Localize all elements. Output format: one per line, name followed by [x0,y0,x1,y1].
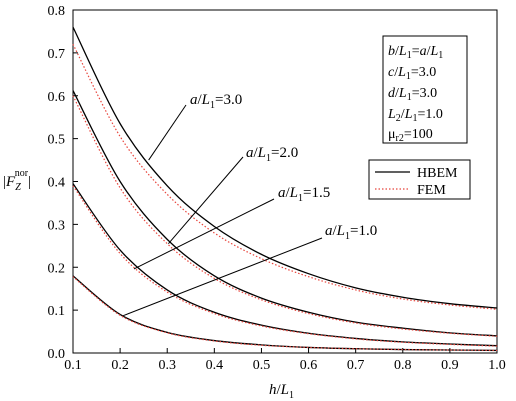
x-tick-label: 1.0 [488,358,506,373]
y-tick-label: 0.1 [48,304,66,319]
y-tick-label: 0.7 [48,47,66,62]
x-tick-label: 0.4 [206,358,224,373]
x-tick-label: 0.3 [158,358,176,373]
annotation-leader-2 [133,198,275,270]
axis-ticks: 0.1 0.2 0.3 0.4 0.5 0.6 0.7 0.8 0.9 1.00.00.10.20… [48,4,506,373]
legend-label-fem: FEM [417,183,446,198]
y-tick-label: 0.8 [48,4,66,19]
series-line-fem-5 [72,185,498,347]
legend-label-hbem: HBEM [417,166,458,181]
series-line-hbem-4 [72,183,498,347]
x-tick-label: 0.8 [394,358,412,373]
parameter-box-frame [382,35,468,144]
param-l2: L2/L1=1.0 [387,107,443,124]
annotation-leaders [122,104,323,317]
x-tick-label: 0.6 [300,358,318,373]
param-c: c/L1=3.0 [388,65,436,82]
series-layer [72,26,498,352]
x-tick-label: 0.1 [64,358,82,373]
series-line-hbem-6 [72,275,498,352]
parameter-box: b/L1=a/L1 c/L1=3.0 d/L1=3.0 L2/L1=1.0 μr… [382,35,468,144]
x-tick-label: 0.9 [441,358,459,373]
annotation-a-1-5: a/L1=1.5 [278,185,330,204]
annotation-a-3: a/L1=3.0 [190,92,242,111]
param-mu: μr2=100 [388,127,433,144]
y-tick-label: 0.3 [48,218,66,233]
y-tick-label: 0.6 [48,90,66,105]
annotation-leader-3 [122,237,323,317]
param-d: d/L1=3.0 [388,86,437,103]
x-tick-label: 0.7 [347,358,365,373]
series-line-fem-3 [72,95,498,337]
series-line-fem-7 [72,276,498,352]
param-b: b/L1=a/L1 [388,44,443,61]
x-tick-label: 0.2 [111,358,129,373]
x-axis-label: h/L1 [269,382,294,401]
series-line-hbem-2 [72,90,498,337]
y-tick-label: 0.4 [48,176,66,191]
x-tick-label: 0.5 [253,358,271,373]
y-tick-label: 0.5 [48,133,66,148]
annotation-a-2: a/L1=2.0 [246,145,298,164]
legend-frame [368,159,471,200]
annotation-leader-1 [168,156,244,244]
y-axis-label: |FZnor| [3,168,31,193]
annotation-leader-0 [148,104,187,161]
y-tick-label: 0.0 [48,347,66,362]
series-line-fem-1 [72,44,498,310]
legend: HBEM FEM [368,159,471,200]
series-line-hbem-0 [72,26,498,309]
annotation-a-1: a/L1=1.0 [325,223,377,242]
y-tick-label: 0.2 [48,261,66,276]
